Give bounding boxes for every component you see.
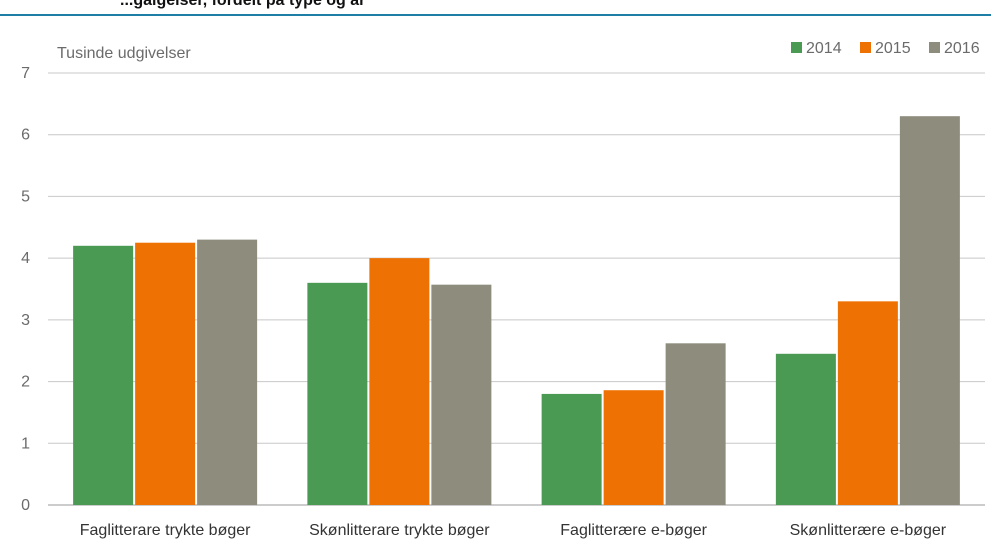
- y-tick-label: 2: [21, 374, 30, 391]
- bar-2014: [541, 393, 602, 505]
- y-tick-label: 1: [21, 435, 30, 452]
- y-tick-label: 0: [21, 497, 30, 514]
- legend-label: 2014: [806, 40, 842, 57]
- legend-swatch-2016: [929, 42, 940, 53]
- x-category-label: Faglitterare trykte bøger: [80, 522, 251, 539]
- legend-swatch-2014: [791, 42, 802, 53]
- x-category-label: Skønlitterære e-bøger: [790, 522, 947, 539]
- y-tick-label: 4: [21, 250, 30, 267]
- bar-2015: [837, 301, 898, 505]
- bar-2015: [603, 390, 664, 505]
- bar-2015: [135, 242, 196, 505]
- x-category-label: Skønlitterare trykte bøger: [309, 522, 490, 539]
- bar-2016: [197, 239, 258, 505]
- bar-2016: [899, 116, 960, 505]
- bar-2014: [73, 245, 134, 506]
- y-tick-label: 7: [21, 65, 30, 82]
- header-rule: [0, 14, 991, 16]
- bar-2014: [775, 353, 836, 505]
- x-category-label: Faglitterære e-bøger: [560, 522, 707, 539]
- legend-label: 2016: [944, 40, 980, 57]
- bar-2014: [307, 282, 368, 505]
- bar-2015: [369, 258, 430, 505]
- y-tick-label: 6: [21, 127, 30, 144]
- chart-title: ...gaigelser, fordelt på type og år: [120, 0, 366, 9]
- bar-2016: [431, 284, 492, 505]
- y-axis-title: Tusinde udgivelser: [57, 45, 191, 62]
- bar-2016: [665, 343, 726, 505]
- y-tick-label: 3: [21, 312, 30, 329]
- legend-swatch-2015: [860, 42, 871, 53]
- y-tick-label: 5: [21, 188, 30, 205]
- legend-label: 2015: [875, 40, 911, 57]
